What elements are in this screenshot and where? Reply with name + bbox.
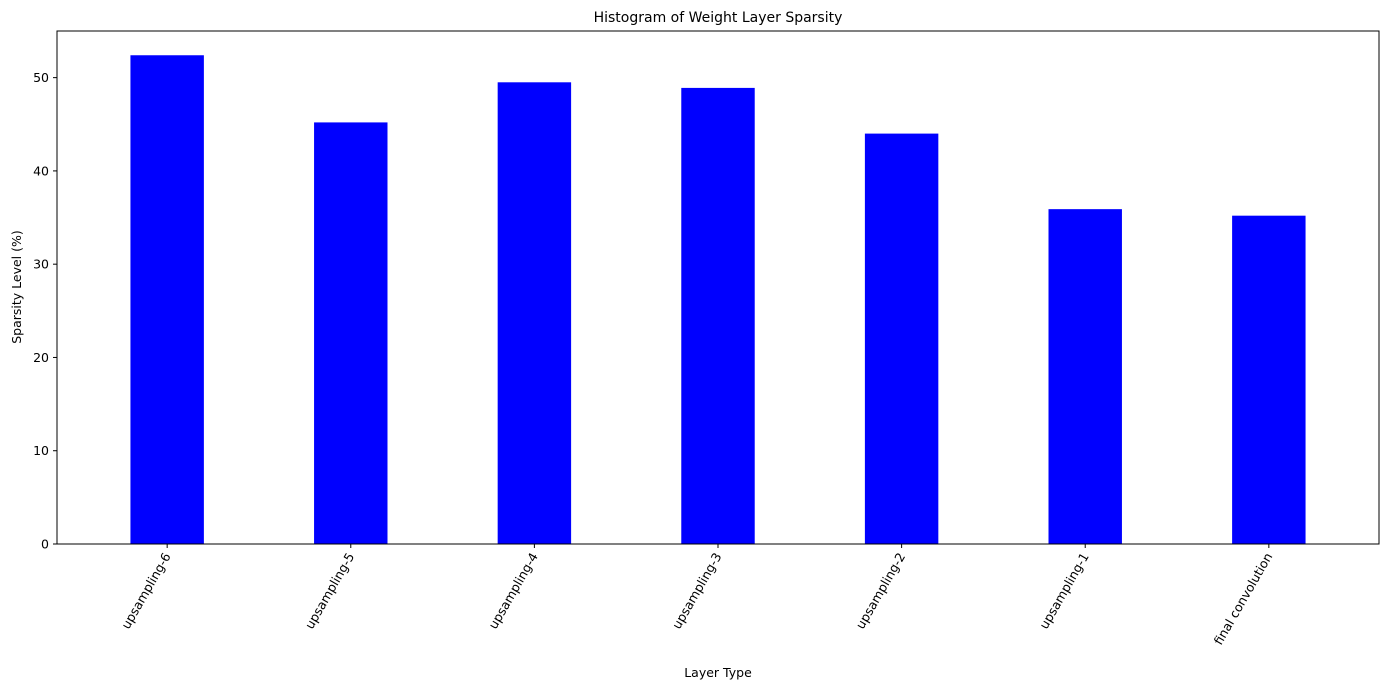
x-tick-label: upsampling-1	[1036, 550, 1092, 631]
y-tick-label: 20	[33, 350, 49, 365]
x-tick-label: upsampling-4	[485, 550, 541, 632]
bar-2	[314, 122, 388, 544]
bars-group	[130, 55, 1306, 545]
chart-title: Histogram of Weight Layer Sparsity	[594, 10, 843, 26]
x-tick-label: upsampling-2	[853, 550, 909, 631]
y-axis: 0 10 20 30 40 50	[33, 70, 57, 552]
bar-4	[681, 87, 755, 545]
x-axis-label: Layer Type	[684, 665, 752, 680]
bar-1	[130, 55, 204, 544]
plot-frame	[56, 30, 1380, 545]
y-tick-label: 10	[33, 443, 49, 458]
bar-6	[1048, 209, 1122, 544]
x-tick-label: upsampling-3	[669, 550, 725, 631]
bar-7	[1232, 215, 1306, 544]
y-tick-label: 50	[33, 70, 49, 85]
x-tick-label: final convolution	[1211, 550, 1276, 647]
x-axis: upsampling-6 upsampling-5 upsampling-4 upsa…	[118, 544, 1275, 647]
x-tick-label: upsampling-6	[118, 550, 174, 632]
y-tick-label: 30	[33, 257, 49, 272]
x-tick-label: upsampling-5	[302, 550, 358, 631]
y-tick-label: 40	[33, 163, 49, 178]
y-tick-label: 0	[41, 537, 49, 552]
y-axis-label: Sparsity Level (%)	[9, 230, 24, 344]
bar-3	[497, 82, 572, 545]
bar-5	[864, 133, 939, 544]
